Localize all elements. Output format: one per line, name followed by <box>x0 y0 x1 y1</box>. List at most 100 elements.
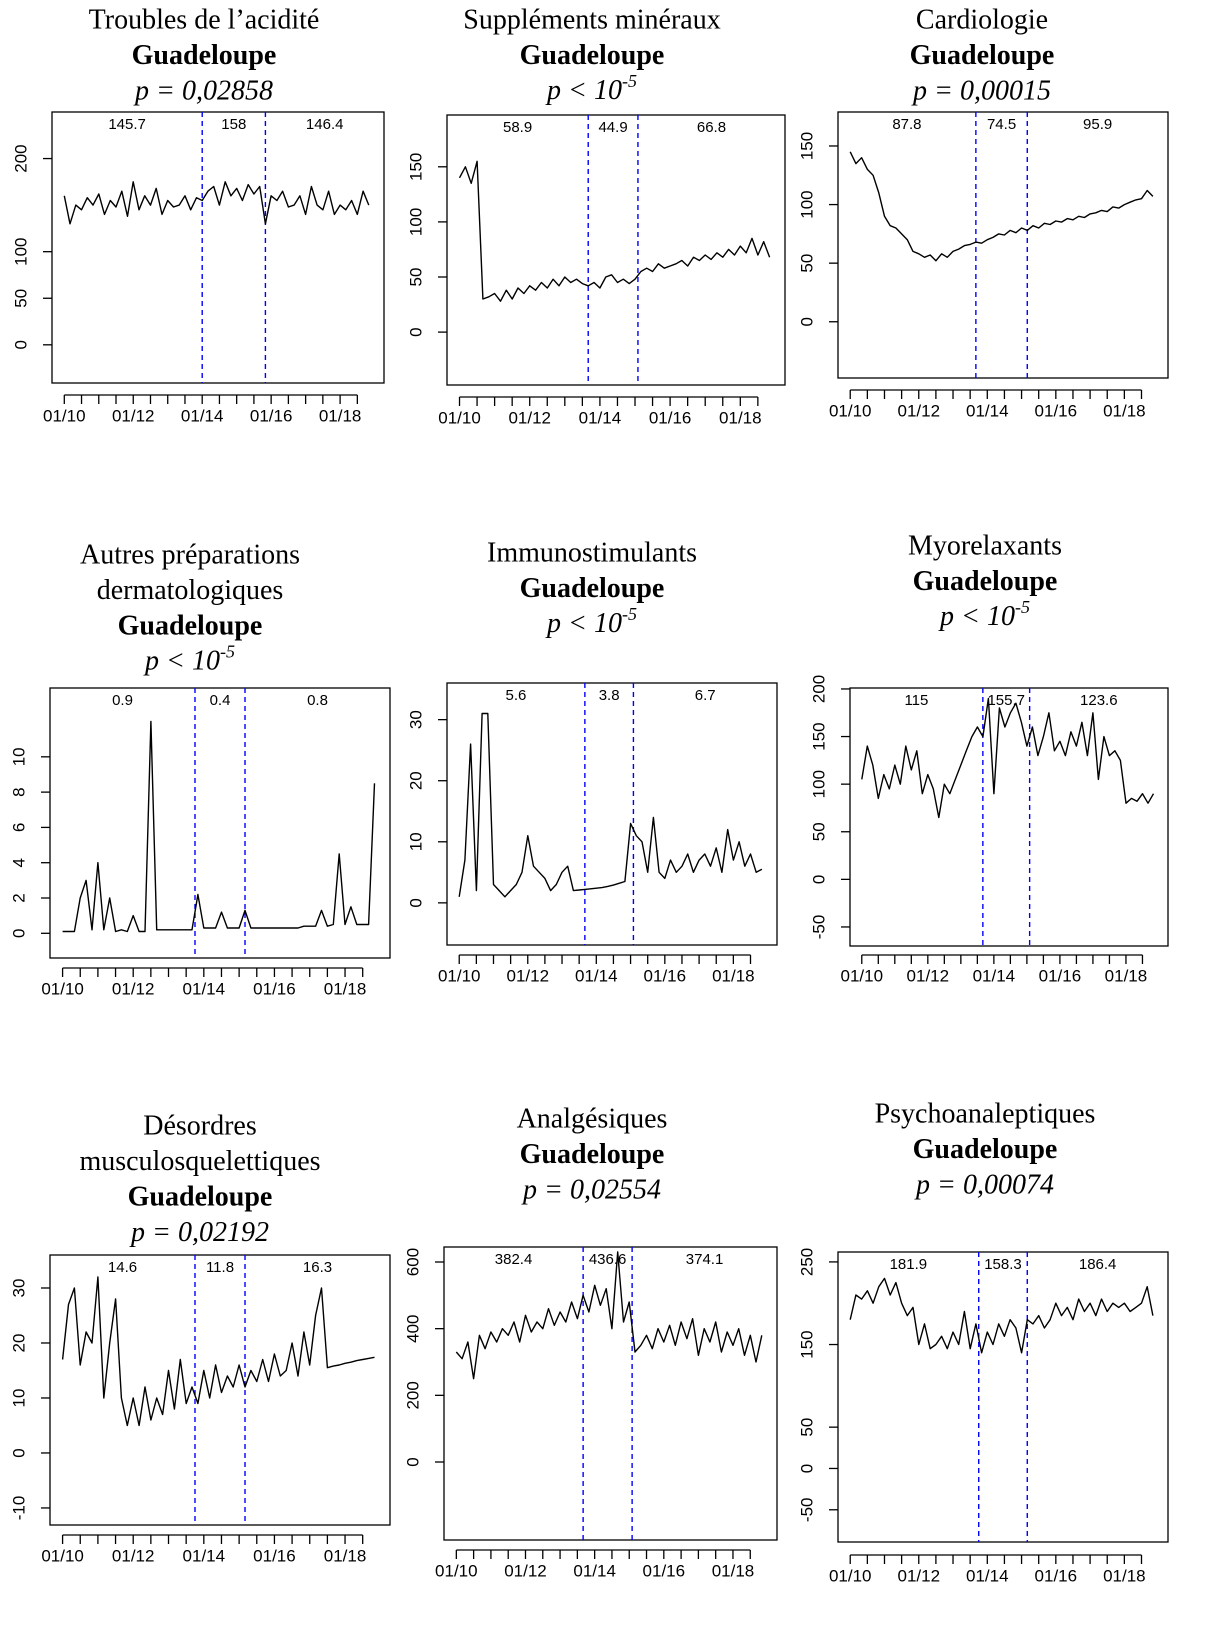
segment-mean: 3.8 <box>599 687 620 704</box>
y-tick-label: 150 <box>797 1330 816 1358</box>
p-value: p < 10-5 <box>545 604 637 639</box>
y-tick-label: 50 <box>406 268 425 287</box>
x-tick-label: 01/14 <box>966 401 1009 420</box>
y-tick-label: 0 <box>406 898 425 907</box>
panel-title: dermatologiques <box>97 575 284 606</box>
x-tick-label: 01/14 <box>183 979 226 998</box>
plot-box <box>837 1251 1169 1543</box>
x-tick-label: 01/12 <box>907 966 950 985</box>
segment-mean: 11.8 <box>206 1259 234 1276</box>
x-tick-label: 01/16 <box>250 406 293 425</box>
panel-title: Suppléments minéraux <box>463 4 720 35</box>
y-tick-label: 20 <box>406 771 425 790</box>
y-tick-label: 100 <box>797 190 816 218</box>
y-tick-label: 0 <box>403 1457 422 1466</box>
y-tick-label: 0 <box>797 317 816 326</box>
panel-subtitle: Guadeloupe <box>520 573 665 604</box>
panel: Autres préparations dermatologiques Guadel… <box>9 539 391 998</box>
x-tick-label: 01/12 <box>508 408 551 427</box>
x-tick-label: 01/14 <box>575 966 618 985</box>
y-tick-label: 0 <box>11 340 30 349</box>
segment-mean: 123.6 <box>1080 692 1118 709</box>
y-tick-label: 10 <box>406 832 425 851</box>
y-tick-label: 250 <box>797 1248 816 1276</box>
p-value-base: p < 10 <box>938 601 1015 632</box>
y-tick-label: 0 <box>797 1464 816 1473</box>
x-tick-label: 01/12 <box>897 401 940 420</box>
p-value: p < 10-5 <box>545 71 637 106</box>
segment-mean: 58.9 <box>503 119 532 136</box>
series-line <box>458 712 763 898</box>
x-tick-label: 01/16 <box>253 1546 296 1565</box>
segment-mean: 95.9 <box>1083 116 1112 133</box>
x-tick-label: 01/18 <box>324 1546 367 1565</box>
series-line <box>455 1251 763 1380</box>
panel-title: Désordres <box>143 1110 257 1141</box>
panel-subtitle: Guadeloupe <box>913 1134 1058 1165</box>
x-tick-label: 01/18 <box>1105 966 1148 985</box>
panel-title: musculosquelettiques <box>79 1146 320 1177</box>
y-tick-label: 8 <box>9 787 28 796</box>
x-tick-label: 01/16 <box>253 979 296 998</box>
panel-subtitle: Guadeloupe <box>910 40 1055 71</box>
p-value-exponent: -5 <box>220 642 235 662</box>
y-tick-label: 2 <box>9 893 28 902</box>
x-tick-label: 01/10 <box>43 406 86 425</box>
segment-mean: 146.4 <box>306 116 344 133</box>
panel-subtitle: Guadeloupe <box>132 40 277 71</box>
y-tick-label: 50 <box>797 1418 816 1437</box>
segment-mean: 186.4 <box>1079 1256 1117 1273</box>
p-value: p = 0,00015 <box>911 75 1051 106</box>
x-tick-label: 01/10 <box>435 1561 478 1580</box>
segment-mean: 382.4 <box>495 1251 533 1268</box>
panel: Analgésiques Guadeloupe p = 0,02554 0 200 400… <box>403 1103 778 1580</box>
x-tick-label: 01/12 <box>506 966 549 985</box>
panel-title: Cardiologie <box>916 4 1048 35</box>
x-tick-label: 01/10 <box>41 1546 84 1565</box>
y-tick-label: 150 <box>406 153 425 181</box>
plot-box <box>443 1246 778 1541</box>
panel-title: Analgésiques <box>517 1103 668 1134</box>
panel: Cardiologie Guadeloupe p = 0,00015 0 50 100 15… <box>797 4 1169 420</box>
y-tick-label: 50 <box>809 822 828 841</box>
p-value: p < 10-5 <box>938 597 1030 632</box>
series-line <box>61 1276 375 1427</box>
series-line <box>861 697 1155 819</box>
y-tick-label: 30 <box>406 710 425 729</box>
p-value: p = 0,02192 <box>129 1217 269 1248</box>
x-tick-label: 01/16 <box>643 1561 686 1580</box>
panel: Désordres musculosquelettiques Guadeloupe p… <box>9 1110 391 1565</box>
y-tick-label: 6 <box>9 823 28 832</box>
plot-box <box>849 687 1169 947</box>
x-tick-label: 01/12 <box>897 1566 940 1585</box>
series-line <box>849 151 1154 262</box>
p-value-exponent: -5 <box>622 71 637 91</box>
y-tick-label: -50 <box>809 915 828 940</box>
y-tick-label: 0 <box>9 929 28 938</box>
panel-subtitle: Guadeloupe <box>128 1181 273 1212</box>
panel-title: Immunostimulants <box>487 537 697 568</box>
y-tick-label: 30 <box>9 1279 28 1298</box>
x-tick-label: 01/18 <box>319 406 362 425</box>
x-tick-label: 01/16 <box>649 408 692 427</box>
y-tick-label: 150 <box>809 722 828 750</box>
y-tick-label: 100 <box>406 208 425 236</box>
panel: Psychoanaleptiques Guadeloupe p = 0,00074 -… <box>797 1098 1169 1585</box>
segment-mean: 155.7 <box>987 692 1025 709</box>
y-tick-label: 10 <box>9 747 28 766</box>
y-tick-label: 600 <box>403 1248 422 1276</box>
segment-mean: 6.7 <box>695 687 716 704</box>
series-line <box>458 160 771 302</box>
segment-mean: 74.5 <box>987 116 1016 133</box>
x-tick-label: 01/18 <box>1103 1566 1146 1585</box>
p-value-base: p < 10 <box>143 646 220 677</box>
segment-mean: 115 <box>904 692 928 709</box>
plot-box <box>446 114 786 386</box>
x-tick-label: 01/16 <box>644 966 687 985</box>
x-tick-label: 01/14 <box>579 408 622 427</box>
y-tick-label: 200 <box>809 675 828 703</box>
y-tick-label: 100 <box>809 770 828 798</box>
